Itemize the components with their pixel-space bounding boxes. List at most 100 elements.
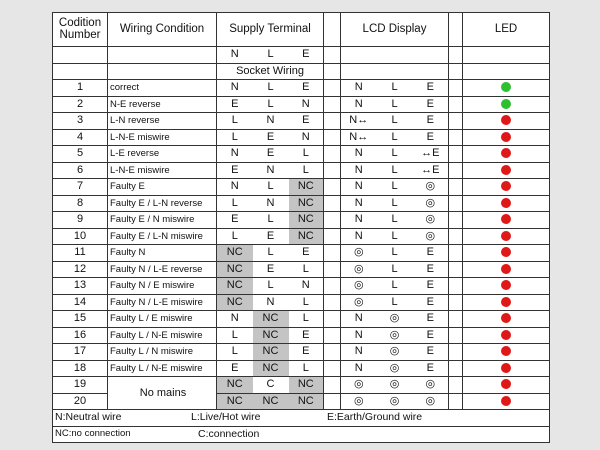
supply-terminal: NC: [252, 326, 289, 344]
supply-terminal: L: [216, 343, 253, 361]
supply-terminal: NC: [288, 376, 324, 394]
header-cell: Wiring Condition: [107, 12, 217, 47]
supply-terminal: E: [252, 128, 289, 146]
supply-terminal: N: [252, 194, 289, 212]
condition-number: 6: [52, 161, 108, 179]
gap-cell: [323, 293, 342, 311]
led-cell: [462, 161, 551, 179]
supply-terminal: NC: [216, 277, 253, 295]
condition-number: 20: [52, 392, 108, 410]
cell: [462, 46, 551, 64]
led-indicator: [501, 214, 512, 225]
table-row: 4 L-N-E miswire L E N N↔ L E: [52, 128, 551, 146]
lcd-display: ◎: [376, 359, 413, 377]
supply-terminal: NC: [288, 211, 324, 229]
wiring-condition: Faulty E: [107, 178, 217, 196]
lcd-display: N: [340, 178, 377, 196]
supply-terminal: E: [216, 211, 253, 229]
table-row: 15 Faulty L / E miswire N NC L N ◎ E: [52, 310, 551, 328]
led-indicator: [501, 263, 512, 274]
gap-cell: [323, 46, 342, 64]
supply-terminal: NC: [252, 310, 289, 328]
wiring-condition: Faulty N / L-E miswire: [107, 293, 217, 311]
gap-cell: [323, 244, 342, 262]
sub-header-cell: Socket Wiring: [215, 62, 325, 80]
wiring-condition: Faulty E / L-N miswire: [107, 227, 217, 245]
table-row: 17 Faulty L / N miswire L NC E N ◎ E: [52, 343, 551, 361]
table-row: 13 Faulty N / E miswire NC L N ◎ L E: [52, 277, 551, 295]
supply-terminal: N: [216, 79, 253, 97]
gap-cell: [323, 392, 342, 410]
condition-number: 14: [52, 293, 108, 311]
lcd-display: N: [340, 343, 377, 361]
condition-number: 7: [52, 178, 108, 196]
gap-cell: [323, 178, 342, 196]
supply-terminal: E: [216, 359, 253, 377]
cell: [376, 62, 413, 80]
lcd-display: L: [376, 260, 413, 278]
supply-terminal: E: [288, 112, 324, 130]
supply-terminal: N: [216, 145, 253, 163]
gap-cell: [323, 359, 342, 377]
lcd-display: ◎: [412, 194, 449, 212]
gap-cell: [323, 145, 342, 163]
gap-cell: [323, 211, 342, 229]
supply-terminal: NC: [252, 359, 289, 377]
lcd-display: ◎: [376, 310, 413, 328]
lcd-display: ◎: [340, 277, 377, 295]
lcd-display: L: [376, 277, 413, 295]
led-cell: [462, 95, 551, 113]
table-row: 1 correct N L E N L E: [52, 79, 551, 97]
lcd-display: E: [412, 277, 449, 295]
condition-number: 12: [52, 260, 108, 278]
wiring-condition: N-E reverse: [107, 95, 217, 113]
table-row: 6 L-N-E miswire E N L N L ↔E: [52, 161, 551, 179]
condition-number: 10: [52, 227, 108, 245]
supply-terminal: N: [216, 178, 253, 196]
led-cell: [462, 326, 551, 344]
legend-text: C:connection: [198, 427, 260, 440]
legend-text: E:Earth/Ground wire: [327, 411, 423, 423]
supply-terminal: E: [216, 161, 253, 179]
lcd-display: ◎: [376, 343, 413, 361]
gap-cell: [323, 161, 342, 179]
wiring-condition: L-N-E miswire: [107, 161, 217, 179]
led-indicator: [501, 362, 512, 373]
gap-cell: [448, 244, 464, 262]
cell: [340, 46, 377, 64]
led-cell: [462, 359, 551, 377]
gap-cell: [323, 194, 342, 212]
table-row: 5 L-E reverse N E L N L ↔E: [52, 145, 551, 163]
lcd-display: L: [376, 112, 413, 130]
gap-cell: [323, 112, 342, 130]
gap-cell: [448, 260, 464, 278]
lcd-display: ◎: [376, 392, 413, 410]
lcd-display: N: [340, 194, 377, 212]
cell: [462, 62, 551, 80]
table-row: 2 N-E reverse E L N N L E: [52, 95, 551, 113]
wiring-condition: correct: [107, 79, 217, 97]
lcd-display: E: [412, 310, 449, 328]
gap-cell: [448, 62, 464, 80]
lcd-display: L: [376, 161, 413, 179]
led-indicator: [501, 164, 512, 175]
lcd-display: L: [376, 211, 413, 229]
wiring-condition: Faulty N / L-E reverse: [107, 260, 217, 278]
gap-cell: [448, 277, 464, 295]
cell: [52, 62, 108, 80]
table-row: 19 No mains NC C NC ◎ ◎ ◎: [52, 376, 551, 410]
supply-terminal: N: [252, 161, 289, 179]
lcd-display: ◎: [412, 376, 449, 394]
led-cell: [462, 392, 551, 410]
gap-cell: [448, 95, 464, 113]
led-cell: [462, 145, 551, 163]
lcd-display: ◎: [340, 293, 377, 311]
supply-terminal: E: [252, 145, 289, 163]
wiring-condition: Faulty N: [107, 244, 217, 262]
led-indicator: [501, 329, 512, 340]
lcd-display: L: [376, 79, 413, 97]
led-cell: [462, 260, 551, 278]
header-cell: Codition Number: [52, 12, 108, 47]
led-indicator: [501, 296, 512, 307]
led-indicator: [501, 230, 512, 241]
